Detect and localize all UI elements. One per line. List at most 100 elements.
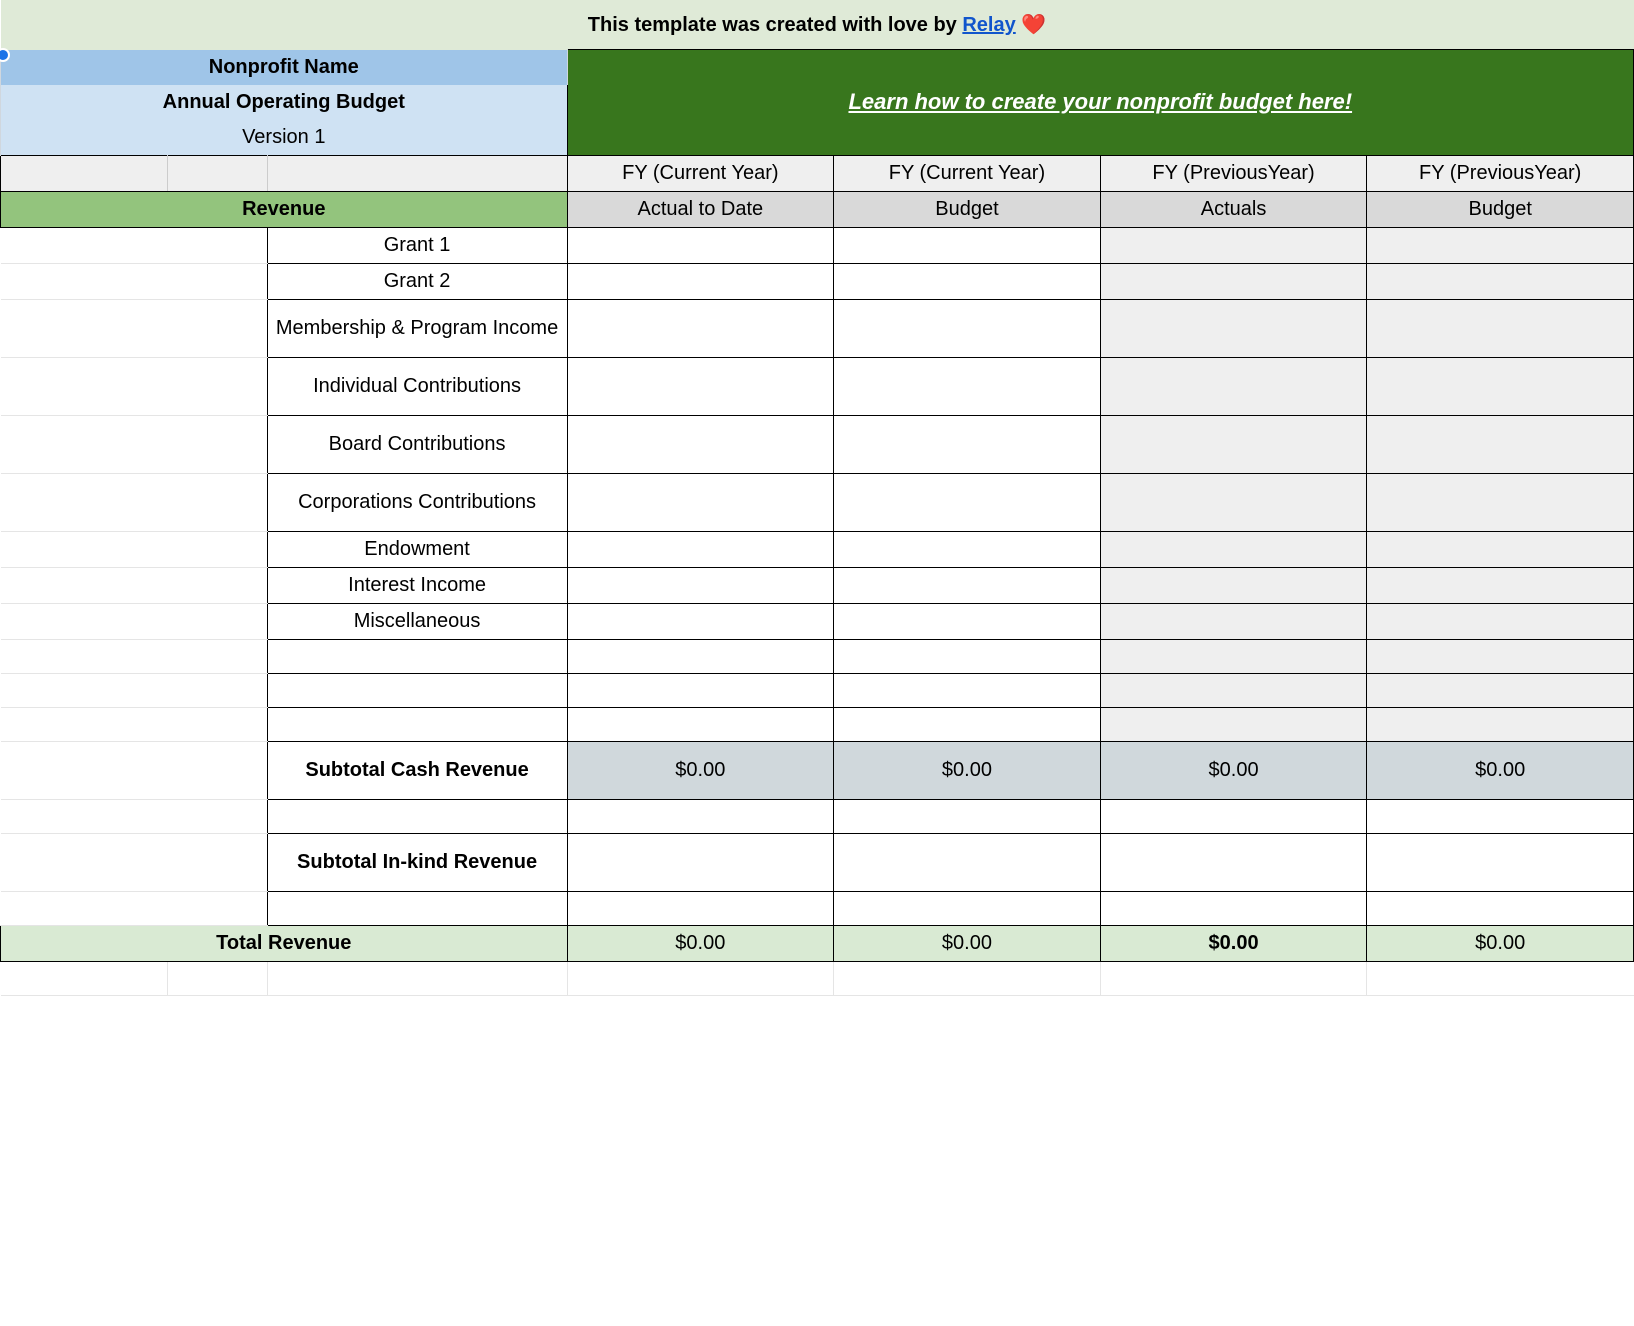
value-cell[interactable] (1367, 473, 1634, 531)
value-cell[interactable] (1367, 263, 1634, 299)
value-cell[interactable] (1367, 567, 1634, 603)
value-cell[interactable] (1100, 473, 1367, 531)
row-label[interactable]: Grant 2 (267, 263, 567, 299)
value-cell[interactable] (834, 299, 1101, 357)
value-cell[interactable] (1100, 707, 1367, 741)
blank-row[interactable] (267, 891, 567, 925)
subtotal-inkind-2[interactable] (1100, 833, 1367, 891)
value-cell[interactable] (834, 673, 1101, 707)
value-cell[interactable] (567, 673, 834, 707)
stub (167, 891, 267, 925)
row-label[interactable]: Corporations Contributions (267, 473, 567, 531)
stub (167, 531, 267, 567)
total-1[interactable]: $0.00 (834, 925, 1101, 961)
subtotal-cash-2[interactable]: $0.00 (1100, 741, 1367, 799)
blank-cell[interactable] (1367, 799, 1634, 833)
stub (1, 741, 168, 799)
value-cell[interactable] (567, 227, 834, 263)
blank-row[interactable] (267, 799, 567, 833)
value-cell[interactable] (1367, 357, 1634, 415)
row-label[interactable]: Grant 1 (267, 227, 567, 263)
value-cell[interactable] (1100, 357, 1367, 415)
value-cell[interactable] (1100, 567, 1367, 603)
nonprofit-name-header[interactable]: Nonprofit Name (1, 50, 568, 85)
value-cell[interactable] (834, 227, 1101, 263)
value-cell[interactable] (567, 473, 834, 531)
stub (267, 961, 567, 995)
value-cell[interactable] (1367, 299, 1634, 357)
subtotal-inkind-1[interactable] (834, 833, 1101, 891)
value-cell[interactable] (1100, 299, 1367, 357)
row-label[interactable]: Membership & Program Income (267, 299, 567, 357)
value-cell[interactable] (834, 639, 1101, 673)
value-cell[interactable] (1100, 415, 1367, 473)
blank-cell[interactable] (1367, 891, 1634, 925)
value-cell[interactable] (834, 567, 1101, 603)
row-label[interactable] (267, 707, 567, 741)
row-label[interactable]: Board Contributions (267, 415, 567, 473)
value-cell[interactable] (1367, 227, 1634, 263)
value-cell[interactable] (834, 357, 1101, 415)
total-3[interactable]: $0.00 (1367, 925, 1634, 961)
value-cell[interactable] (834, 707, 1101, 741)
blank-cell[interactable] (1100, 799, 1367, 833)
value-cell[interactable] (1100, 639, 1367, 673)
col-top-0: FY (Current Year) (567, 155, 834, 191)
value-cell[interactable] (1367, 603, 1634, 639)
stub (1, 799, 168, 833)
stub (1, 473, 168, 531)
value-cell[interactable] (567, 531, 834, 567)
value-cell[interactable] (567, 567, 834, 603)
value-cell[interactable] (1367, 673, 1634, 707)
blank-cell[interactable] (1100, 891, 1367, 925)
col-sub-0: Actual to Date (567, 191, 834, 227)
stub (167, 603, 267, 639)
relay-link[interactable]: Relay (962, 14, 1015, 36)
subtotal-cash-1[interactable]: $0.00 (834, 741, 1101, 799)
subtotal-cash-0[interactable]: $0.00 (567, 741, 834, 799)
row-label[interactable]: Endowment (267, 531, 567, 567)
row-label[interactable] (267, 673, 567, 707)
blank-cell[interactable] (834, 799, 1101, 833)
value-cell[interactable] (834, 603, 1101, 639)
value-cell[interactable] (834, 263, 1101, 299)
stub (167, 639, 267, 673)
value-cell[interactable] (834, 531, 1101, 567)
value-cell[interactable] (567, 707, 834, 741)
heart-icon: ❤️ (1021, 14, 1046, 36)
blank-cell[interactable] (834, 891, 1101, 925)
subtotal-inkind-0[interactable] (567, 833, 834, 891)
value-cell[interactable] (1100, 263, 1367, 299)
value-cell[interactable] (1367, 415, 1634, 473)
stub (167, 263, 267, 299)
value-cell[interactable] (567, 415, 834, 473)
value-cell[interactable] (567, 639, 834, 673)
row-label[interactable]: Individual Contributions (267, 357, 567, 415)
value-cell[interactable] (567, 263, 834, 299)
blank-cell[interactable] (567, 891, 834, 925)
total-revenue-label: Total Revenue (1, 925, 568, 961)
stub (167, 415, 267, 473)
value-cell[interactable] (1367, 639, 1634, 673)
subtotal-cash-3[interactable]: $0.00 (1367, 741, 1634, 799)
value-cell[interactable] (1100, 227, 1367, 263)
subtotal-inkind-3[interactable] (1367, 833, 1634, 891)
row-label[interactable]: Interest Income (267, 567, 567, 603)
total-0[interactable]: $0.00 (567, 925, 834, 961)
blank-cell[interactable] (567, 799, 834, 833)
row-label[interactable] (267, 639, 567, 673)
learn-link-block[interactable]: Learn how to create your nonprofit budge… (567, 50, 1633, 156)
row-label[interactable]: Miscellaneous (267, 603, 567, 639)
value-cell[interactable] (834, 473, 1101, 531)
value-cell[interactable] (1100, 673, 1367, 707)
stub (1, 531, 168, 567)
value-cell[interactable] (567, 603, 834, 639)
value-cell[interactable] (567, 357, 834, 415)
value-cell[interactable] (834, 415, 1101, 473)
value-cell[interactable] (1100, 531, 1367, 567)
value-cell[interactable] (1367, 531, 1634, 567)
value-cell[interactable] (1367, 707, 1634, 741)
total-2[interactable]: $0.00 (1100, 925, 1367, 961)
value-cell[interactable] (567, 299, 834, 357)
value-cell[interactable] (1100, 603, 1367, 639)
